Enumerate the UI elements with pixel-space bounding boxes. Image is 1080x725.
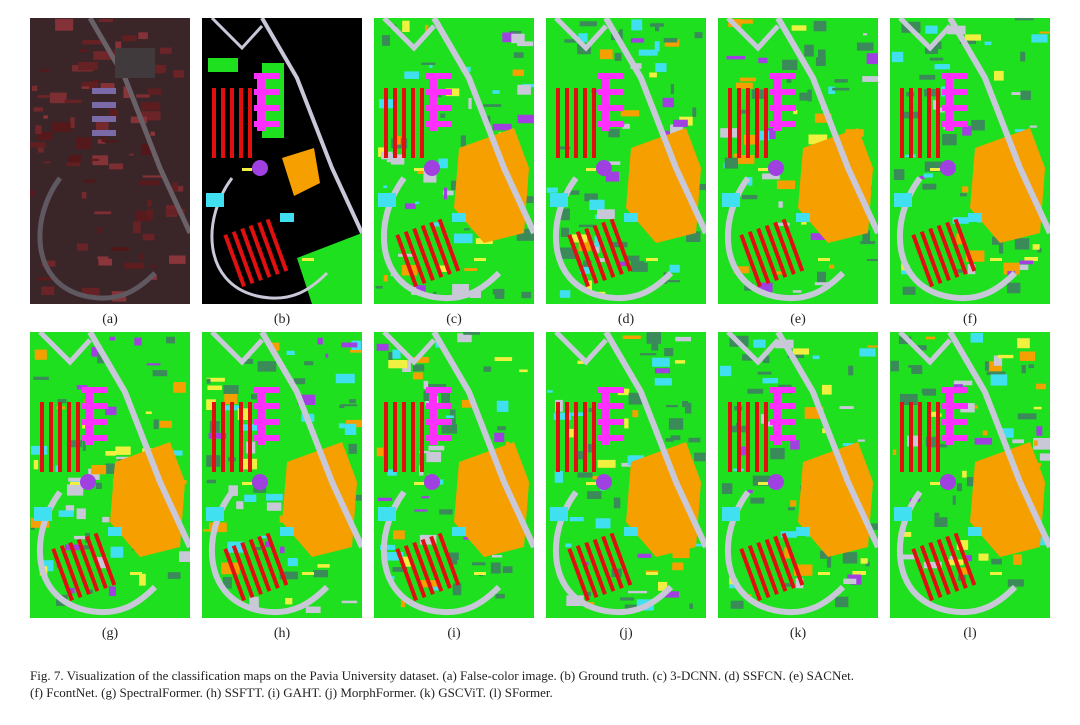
map-image <box>546 332 706 618</box>
panel-label: (f) <box>963 312 977 327</box>
panel-i: (i) <box>374 332 534 641</box>
map-image <box>718 332 878 618</box>
panel-label: (c) <box>446 312 462 327</box>
panel-label: (i) <box>447 626 461 641</box>
caption-line: (f) FcontNet. (g) SpectralFormer. (h) SS… <box>30 685 553 700</box>
map-image <box>718 18 878 304</box>
panel-label: (h) <box>273 626 291 641</box>
panel-c: (c) <box>374 18 534 327</box>
map-image <box>374 332 534 618</box>
panel-j: (j) <box>546 332 706 641</box>
panel-label: (k) <box>789 626 807 641</box>
map-image <box>30 332 190 618</box>
map-image <box>890 18 1050 304</box>
panel-l: (l) <box>890 332 1050 641</box>
panel-label: (g) <box>101 626 119 641</box>
panel-d: (d) <box>546 18 706 327</box>
map-image <box>546 18 706 304</box>
map-image <box>374 18 534 304</box>
panel-label: (a) <box>102 312 118 327</box>
panel-g: (g) <box>30 332 190 641</box>
map-image <box>202 332 362 618</box>
panel-b: (b) <box>202 18 362 327</box>
figure-caption: Fig. 7. Visualization of the classificat… <box>30 667 1060 701</box>
panel-a: (a) <box>30 18 190 327</box>
panel-f: (f) <box>890 18 1050 327</box>
panel-label: (j) <box>619 626 633 641</box>
caption-line: Fig. 7. Visualization of the classificat… <box>30 668 854 683</box>
map-image <box>202 18 362 304</box>
panel-k: (k) <box>718 332 878 641</box>
map-image <box>30 18 190 304</box>
panel-h: (h) <box>202 332 362 641</box>
panel-label: (l) <box>963 626 977 641</box>
panel-label: (e) <box>790 312 806 327</box>
panel-label: (b) <box>273 312 291 327</box>
panel-e: (e) <box>718 18 878 327</box>
panel-label: (d) <box>617 312 635 327</box>
map-image <box>890 332 1050 618</box>
